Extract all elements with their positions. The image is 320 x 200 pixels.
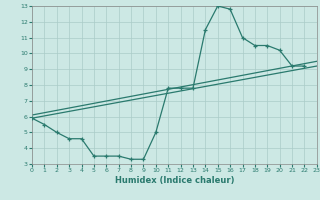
X-axis label: Humidex (Indice chaleur): Humidex (Indice chaleur): [115, 176, 234, 185]
